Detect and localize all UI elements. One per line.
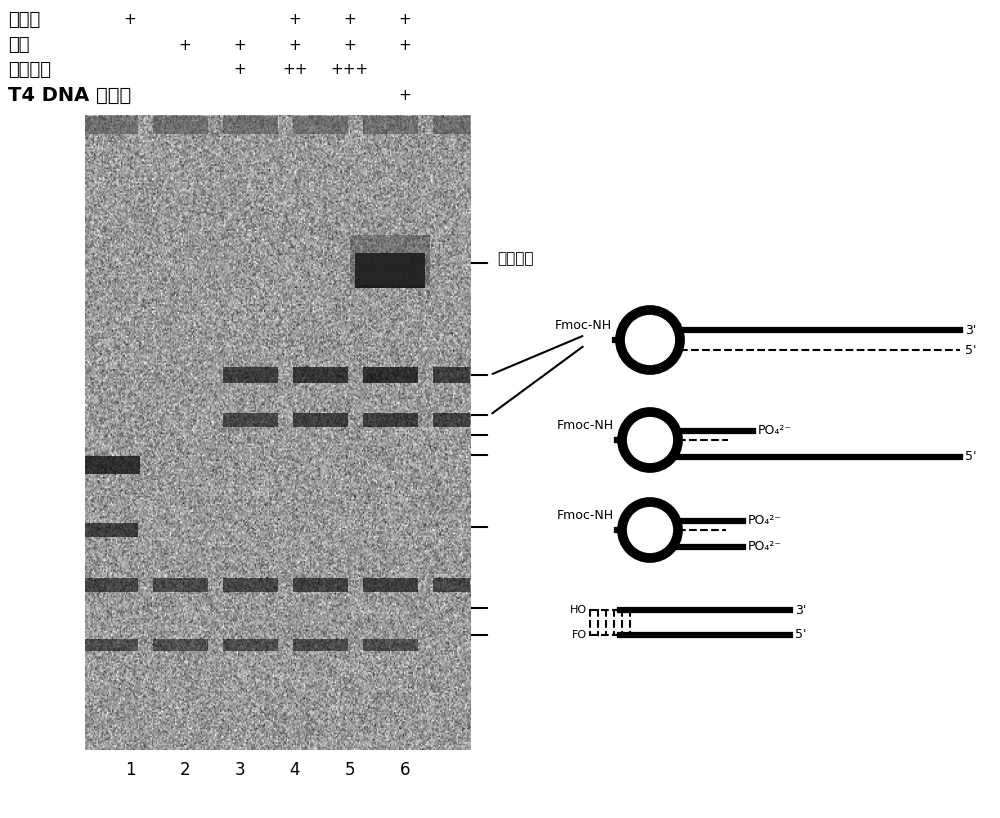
Text: 氨基咊唢: 氨基咊唢 bbox=[497, 251, 534, 267]
Text: Fmoc-NH: Fmoc-NH bbox=[557, 419, 614, 432]
Text: 1: 1 bbox=[125, 761, 135, 779]
Text: 5: 5 bbox=[345, 761, 355, 779]
Text: 5': 5' bbox=[795, 628, 806, 641]
Text: +++: +++ bbox=[331, 62, 369, 78]
Text: +: + bbox=[234, 38, 246, 52]
Bar bbox=[152, 116, 208, 134]
Bar bbox=[363, 413, 418, 427]
Bar bbox=[355, 253, 425, 287]
Text: +: + bbox=[124, 12, 136, 28]
Bar bbox=[293, 578, 348, 592]
Bar bbox=[223, 413, 278, 427]
Text: +: + bbox=[399, 12, 411, 28]
Bar bbox=[293, 413, 348, 427]
Bar bbox=[82, 523, 138, 537]
Bar bbox=[363, 116, 418, 134]
Text: Fmoc-NH: Fmoc-NH bbox=[555, 319, 612, 332]
Text: +: + bbox=[289, 38, 301, 52]
Text: HO: HO bbox=[570, 605, 587, 615]
Bar bbox=[433, 116, 488, 134]
Text: +: + bbox=[344, 12, 356, 28]
Bar bbox=[80, 456, 140, 474]
Text: +: + bbox=[344, 38, 356, 52]
Text: 3': 3' bbox=[795, 604, 806, 617]
Bar bbox=[293, 639, 348, 651]
Text: 4: 4 bbox=[290, 761, 300, 779]
Text: +: + bbox=[289, 12, 301, 28]
Text: T4 DNA 连接酶: T4 DNA 连接酶 bbox=[8, 86, 131, 105]
Text: 5': 5' bbox=[965, 344, 976, 357]
Text: +: + bbox=[234, 62, 246, 78]
Bar bbox=[223, 116, 278, 134]
Text: 氨基咊唢: 氨基咊唢 bbox=[8, 61, 51, 79]
Text: PO₄²⁻: PO₄²⁻ bbox=[748, 515, 782, 528]
Bar bbox=[152, 578, 208, 592]
Text: 头片段: 头片段 bbox=[8, 11, 40, 29]
Text: ++: ++ bbox=[282, 62, 308, 78]
Bar bbox=[433, 367, 488, 383]
Bar bbox=[223, 367, 278, 383]
Text: 5': 5' bbox=[965, 451, 976, 464]
Text: Fmoc-NH: Fmoc-NH bbox=[557, 509, 614, 522]
Text: PO₄²⁻: PO₄²⁻ bbox=[748, 541, 782, 554]
Text: FO: FO bbox=[572, 630, 587, 640]
Bar bbox=[293, 116, 348, 134]
Bar bbox=[363, 578, 418, 592]
Bar bbox=[82, 116, 138, 134]
Bar bbox=[152, 639, 208, 651]
Bar bbox=[350, 235, 430, 285]
Text: +: + bbox=[179, 38, 191, 52]
Text: 标记: 标记 bbox=[8, 36, 30, 54]
Bar bbox=[363, 639, 418, 651]
Text: 3: 3 bbox=[235, 761, 245, 779]
Text: +: + bbox=[399, 38, 411, 52]
Bar bbox=[433, 578, 488, 592]
Bar bbox=[433, 413, 488, 427]
Text: 3': 3' bbox=[965, 323, 976, 336]
Bar bbox=[293, 367, 348, 383]
Text: +: + bbox=[399, 88, 411, 102]
Text: 6: 6 bbox=[400, 761, 410, 779]
Bar bbox=[363, 367, 418, 383]
Bar bbox=[223, 578, 278, 592]
Bar bbox=[223, 639, 278, 651]
Text: 2: 2 bbox=[180, 761, 190, 779]
Bar bbox=[82, 639, 138, 651]
Bar bbox=[82, 578, 138, 592]
Text: PO₄²⁻: PO₄²⁻ bbox=[758, 425, 792, 438]
